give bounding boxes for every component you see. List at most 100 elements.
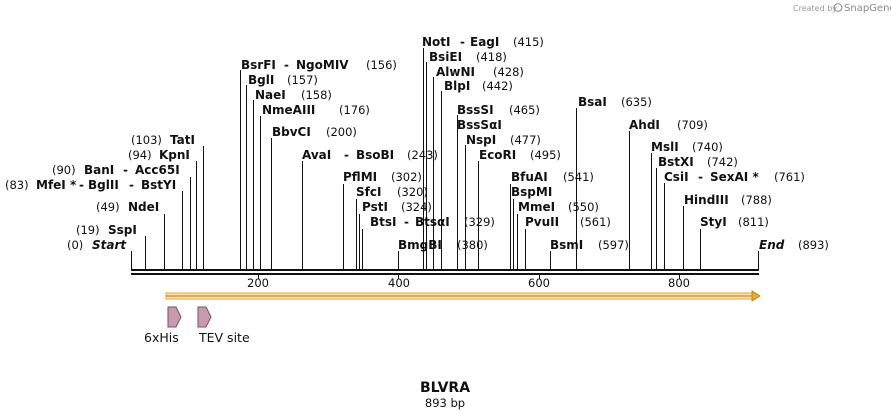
pos-end: (893) [798, 238, 829, 252]
pos-styi: (811) [738, 215, 769, 229]
label-ecori: EcoRI [479, 148, 516, 162]
pos-bgli: (157) [287, 73, 318, 87]
orf-arrow[interactable] [165, 290, 761, 302]
pos-bmgbi: (380) [457, 238, 488, 252]
label-bsobi: BsoBI [356, 148, 394, 162]
label-bsrfi: BsrFI [241, 58, 276, 72]
dna-backbone: 200 400 600 800 [131, 269, 759, 290]
pos-nspi: (477) [510, 133, 541, 147]
pos-hindiii: (788) [741, 193, 772, 207]
pos-bani: (90) [52, 163, 76, 177]
label-styi: StyI [700, 215, 727, 229]
label-bspmi: BspMI [511, 185, 552, 199]
label-tati: TatI [170, 133, 195, 147]
backbone-top-strand [131, 269, 759, 271]
pos-mmei: (550) [568, 200, 599, 214]
enzyme-labels: NotI - EagI (415) BsiEI (418) AlwNI (428… [5, 35, 829, 252]
map-length: 893 bp [425, 396, 465, 410]
pos-pvuii: (561) [580, 215, 611, 229]
pos-bsobi: (243) [407, 148, 438, 162]
tick-label-200: 200 [247, 276, 269, 290]
label-bstxi: BstXI [658, 155, 694, 169]
label-sexai: SexAI * [710, 170, 759, 184]
label-avai-sep: - [344, 148, 349, 162]
pos-kpni: (94) [128, 148, 152, 162]
label-naei: NaeI [255, 88, 286, 102]
tick-label-400: 400 [388, 276, 410, 290]
label-bglii-sep: - [129, 178, 134, 192]
pos-bsai: (635) [621, 95, 652, 109]
pos-mfei: (83) [5, 178, 29, 192]
label-psti: PstI [362, 200, 388, 214]
label-bsrfi-sep: - [284, 58, 289, 72]
orf-arrowhead-icon [751, 290, 761, 302]
tick-label-600: 600 [528, 276, 550, 290]
pos-bstxi: (742) [707, 155, 738, 169]
pos-naei: (158) [301, 88, 332, 102]
label-bani-sep: - [123, 163, 128, 177]
label-csii-sep: - [698, 170, 703, 184]
label-bstyi: BstYI [141, 178, 176, 192]
label-mmei: MmeI [518, 200, 555, 214]
label-ngomiv: NgoMIV [296, 58, 349, 72]
label-acc65i: Acc65I [135, 163, 180, 177]
label-bsmi: BsmI [550, 238, 583, 252]
label-avai: AvaI [302, 148, 331, 162]
label-alwni: AlwNI [436, 65, 475, 79]
label-blpi: BlpI [444, 79, 470, 93]
feature-label-tev-site: TEV site [198, 330, 250, 345]
label-csii: CsiI [664, 170, 689, 184]
pos-nmeaiii: (176) [339, 103, 370, 117]
pos-btsai: (329) [464, 215, 495, 229]
pos-sfci: (320) [397, 185, 428, 199]
pos-start: (0) [67, 238, 83, 252]
pos-sexai: (761) [774, 170, 805, 184]
label-bfuai: BfuAI [511, 170, 548, 184]
label-msli: MslI [651, 140, 679, 154]
label-bbvci: BbvCI [272, 125, 311, 139]
pos-bbvci: (200) [326, 125, 357, 139]
pos-bsssi: (465) [509, 103, 540, 117]
backbone-bottom-strand [131, 273, 759, 275]
credit-prefix: Created by [793, 4, 837, 13]
feature-6xhis[interactable]: 6xHis [144, 306, 182, 345]
pos-psti: (324) [401, 200, 432, 214]
pos-bsiei: (418) [476, 50, 507, 64]
label-sspi: SspI [108, 223, 137, 237]
pos-ngomiv: (156) [366, 58, 397, 72]
label-end: End [759, 238, 785, 252]
pos-pflmi: (302) [391, 170, 422, 184]
label-start: Start [92, 238, 127, 252]
label-sfci: SfcI [356, 185, 381, 199]
cut-site-lines [131, 48, 759, 270]
map-title: BLVRA [420, 380, 470, 396]
feature-arrow-icon [197, 306, 212, 328]
label-noti-sep: - [460, 35, 465, 49]
orf-centerline [166, 295, 753, 297]
tick-label-800: 800 [668, 276, 690, 290]
label-btsi: BtsI [370, 215, 397, 229]
label-mfei-sep: - [79, 178, 84, 192]
label-bsssi: BssSI [457, 103, 494, 117]
label-eagi: EagI [470, 35, 499, 49]
pos-msli: (740) [692, 140, 723, 154]
snapgene-credit: Created by SnapGene [793, 3, 891, 14]
label-pvuii: PvuII [525, 215, 559, 229]
pos-ecori: (495) [530, 148, 561, 162]
credit-brand: SnapGene [844, 3, 891, 14]
label-noti: NotI [422, 35, 451, 49]
pos-tati: (103) [131, 133, 162, 147]
pos-eagi: (415) [513, 35, 544, 49]
label-bgli: BglI [248, 73, 274, 87]
feature-label-6xhis: 6xHis [144, 330, 179, 345]
pos-ndei: (49) [96, 200, 120, 214]
label-kpni: KpnI [159, 148, 190, 162]
feature-tev-site[interactable]: TEV site [197, 306, 250, 345]
label-bglii: BglII [88, 178, 119, 192]
label-pflmi: PflMI [343, 170, 377, 184]
label-nspi: NspI [466, 133, 496, 147]
pos-bsmi: (597) [598, 238, 629, 252]
label-nmeaiii: NmeAIII [262, 103, 315, 117]
pos-blpi: (442) [482, 79, 513, 93]
